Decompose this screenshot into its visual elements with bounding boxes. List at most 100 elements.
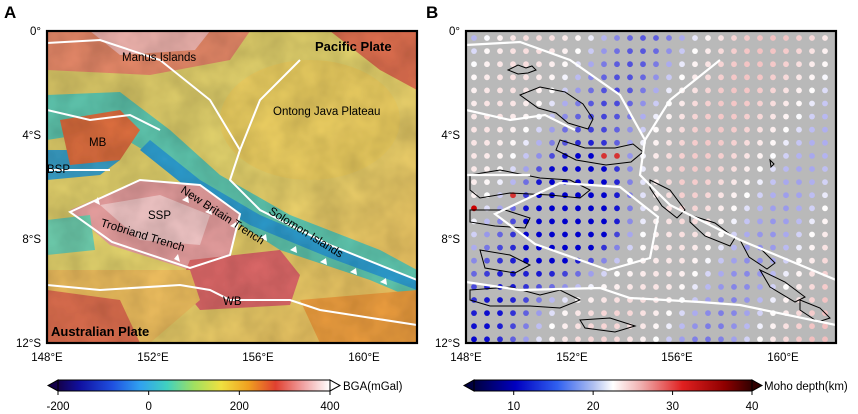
moho-depth-dot xyxy=(575,166,581,172)
moho-depth-dot xyxy=(757,126,763,133)
moho-depth-dot xyxy=(653,126,659,133)
moho-depth-dot xyxy=(575,74,581,81)
lon-axis-a: 148°E 152°E 156°E 160°E xyxy=(31,352,380,364)
moho-depth-dot xyxy=(666,61,672,68)
moho-depth-dot xyxy=(666,310,672,316)
moho-depth-dot xyxy=(510,231,516,238)
moho-depth-dot xyxy=(744,244,750,251)
moho-depth-dot xyxy=(640,87,646,94)
moho-depth-dot xyxy=(731,310,737,316)
colorbar-tick-label: 400 xyxy=(320,401,339,413)
moho-depth-dot xyxy=(536,231,542,238)
lon-axis-b: 148°E 152°E 156°E 160°E xyxy=(450,352,799,364)
moho-depth-dot xyxy=(705,270,711,277)
moho-depth-dot xyxy=(497,323,503,330)
moho-depth-dot xyxy=(471,139,477,146)
moho-depth-dot xyxy=(718,139,724,146)
moho-depth-dot xyxy=(640,231,646,238)
moho-depth-dot xyxy=(484,153,490,159)
moho-depth-dot xyxy=(744,35,750,41)
moho-depth-dot xyxy=(614,126,620,133)
moho-depth-dot xyxy=(809,205,815,212)
moho-depth-dot xyxy=(770,61,776,68)
moho-depth-dot xyxy=(536,323,542,330)
panel-letter-a: A xyxy=(4,3,16,22)
moho-depth-dot xyxy=(640,48,646,54)
moho-depth-dot xyxy=(588,179,594,186)
moho-depth-dot xyxy=(627,218,633,225)
moho-depth-dot xyxy=(562,218,568,225)
moho-depth-dot xyxy=(679,231,685,238)
moho-depth-dot xyxy=(653,61,659,68)
moho-depth-dot xyxy=(705,179,711,186)
moho-depth-dot xyxy=(731,87,737,94)
moho-depth-dot xyxy=(770,218,776,225)
moho-depth-dot xyxy=(731,270,737,277)
moho-depth-dot xyxy=(692,113,698,120)
moho-depth-dot xyxy=(614,179,620,186)
moho-depth-dot xyxy=(484,257,490,264)
moho-depth-dot xyxy=(536,270,542,277)
moho-depth-dot xyxy=(783,139,789,146)
label-mb: MB xyxy=(89,137,107,149)
moho-depth-dot xyxy=(796,310,802,316)
moho-depth-dot xyxy=(757,179,763,186)
moho-depth-dot xyxy=(718,244,724,251)
moho-depth-dot xyxy=(783,284,789,290)
moho-depth-dot xyxy=(757,100,763,107)
moho-depth-dot xyxy=(666,48,672,54)
moho-depth-dot xyxy=(783,336,789,343)
moho-depth-dot xyxy=(757,48,763,54)
moho-depth-dot xyxy=(575,48,581,54)
moho-map xyxy=(466,31,836,343)
lon-tick: 156°E xyxy=(661,352,693,364)
moho-depth-dot xyxy=(731,113,737,120)
moho-depth-dot xyxy=(523,297,529,303)
moho-depth-dot xyxy=(692,35,698,41)
moho-depth-dot xyxy=(484,270,490,277)
moho-depth-dot xyxy=(510,336,516,343)
moho-depth-dot xyxy=(601,205,607,212)
moho-depth-dot xyxy=(796,113,802,120)
moho-depth-dot xyxy=(614,61,620,68)
moho-depth-dot xyxy=(601,218,607,225)
moho-depth-dot xyxy=(744,179,750,186)
moho-depth-dot xyxy=(809,310,815,316)
moho-depth-dot xyxy=(809,166,815,172)
moho-depth-dot xyxy=(757,35,763,41)
moho-depth-dot xyxy=(536,336,542,343)
moho-depth-dot xyxy=(549,74,555,81)
moho-depth-dot xyxy=(614,48,620,54)
lon-tick: 152°E xyxy=(137,352,169,364)
moho-depth-dot xyxy=(653,48,659,54)
moho-depth-dot xyxy=(744,139,750,146)
moho-depth-dot xyxy=(523,205,529,212)
label-pacific-plate: Pacific Plate xyxy=(315,39,392,54)
moho-depth-dot xyxy=(744,205,750,212)
moho-depth-dot xyxy=(588,244,594,251)
moho-depth-dot xyxy=(783,297,789,303)
moho-depth-dot xyxy=(484,166,490,172)
lat-axis-a: 0° 4°S 8°S 12°S xyxy=(16,26,41,350)
moho-depth-dot xyxy=(796,48,802,54)
moho-depth-dot xyxy=(510,113,516,120)
moho-depth-dot xyxy=(653,323,659,330)
moho-depth-dot xyxy=(744,257,750,264)
moho-depth-dot xyxy=(718,310,724,316)
moho-depth-dot xyxy=(705,113,711,120)
moho-depth-dot xyxy=(562,166,568,172)
moho-depth-dot xyxy=(614,153,620,159)
moho-depth-dot xyxy=(601,192,607,199)
moho-depth-dot xyxy=(770,100,776,107)
moho-depth-dot xyxy=(783,192,789,199)
moho-depth-dot xyxy=(484,100,490,107)
moho-depth-dot xyxy=(640,126,646,133)
lon-tick: 160°E xyxy=(348,352,380,364)
moho-depth-dot xyxy=(822,87,828,94)
moho-depth-dot xyxy=(497,74,503,81)
moho-depth-dot xyxy=(692,139,698,146)
colorbar-b-right-arrow xyxy=(751,379,764,392)
moho-depth-dot xyxy=(575,205,581,212)
moho-depth-dot xyxy=(627,166,633,172)
moho-depth-dot xyxy=(822,218,828,225)
